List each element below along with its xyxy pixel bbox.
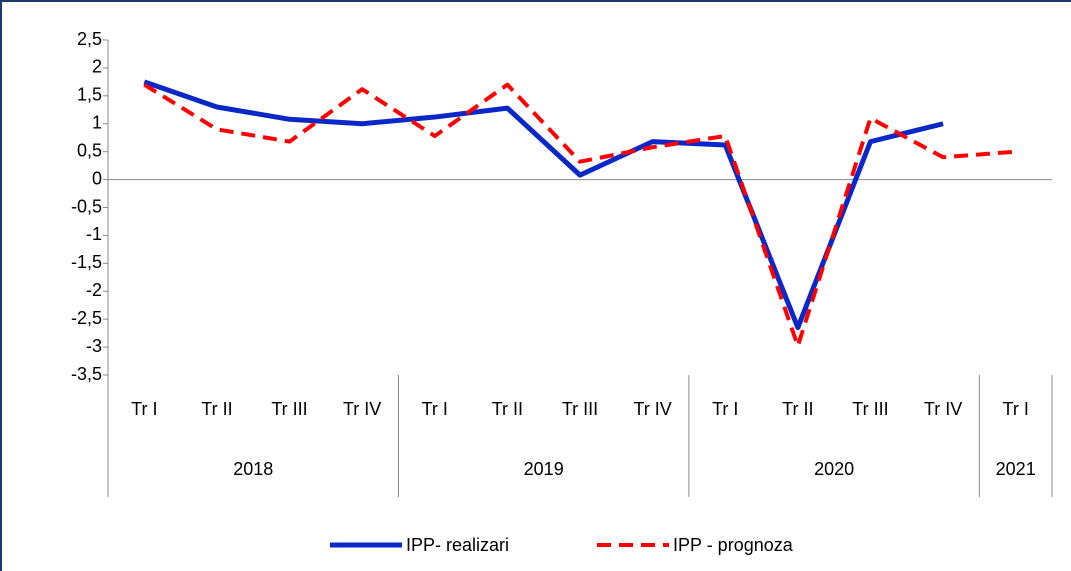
y-tick-label: -1,5 bbox=[71, 252, 102, 272]
y-tick-label: 2 bbox=[92, 57, 102, 77]
x-tick-label: Tr I bbox=[422, 399, 448, 419]
y-tick-label: 1 bbox=[92, 113, 102, 133]
y-tick-label: 2,5 bbox=[77, 29, 102, 49]
series-line bbox=[143, 79, 944, 331]
x-tick-label: Tr II bbox=[492, 399, 523, 419]
y-tick-label: -3 bbox=[86, 336, 102, 356]
y-tick-label: -2,5 bbox=[71, 308, 102, 328]
legend-label: IPP- realizari bbox=[406, 535, 509, 555]
x-tick-label: Tr I bbox=[131, 399, 157, 419]
x-tick-label: Tr IV bbox=[924, 399, 962, 419]
x-tick-label: Tr IV bbox=[343, 399, 381, 419]
y-tick-label: -1 bbox=[86, 224, 102, 244]
x-tick-label: Tr III bbox=[562, 399, 598, 419]
group-label: 2019 bbox=[524, 459, 564, 479]
y-tick-label: 0 bbox=[92, 168, 102, 188]
series-line bbox=[143, 82, 1016, 348]
x-tick-label: Tr I bbox=[712, 399, 738, 419]
y-tick-label: 0,5 bbox=[77, 140, 102, 160]
legend-label: IPP - prognoza bbox=[673, 535, 794, 555]
x-tick-label: Tr II bbox=[201, 399, 232, 419]
y-tick-label: -2 bbox=[86, 280, 102, 300]
y-tick-label: -3,5 bbox=[71, 364, 102, 384]
y-tick-label: 1,5 bbox=[77, 85, 102, 105]
y-tick-label: -0,5 bbox=[71, 196, 102, 216]
x-tick-label: Tr I bbox=[1003, 399, 1029, 419]
x-tick-label: Tr IV bbox=[633, 399, 671, 419]
x-tick-label: Tr II bbox=[782, 399, 813, 419]
x-tick-label: Tr III bbox=[852, 399, 888, 419]
group-label: 2020 bbox=[814, 459, 854, 479]
group-label: 2018 bbox=[233, 459, 273, 479]
group-label: 2021 bbox=[996, 459, 1036, 479]
x-tick-label: Tr III bbox=[271, 399, 307, 419]
